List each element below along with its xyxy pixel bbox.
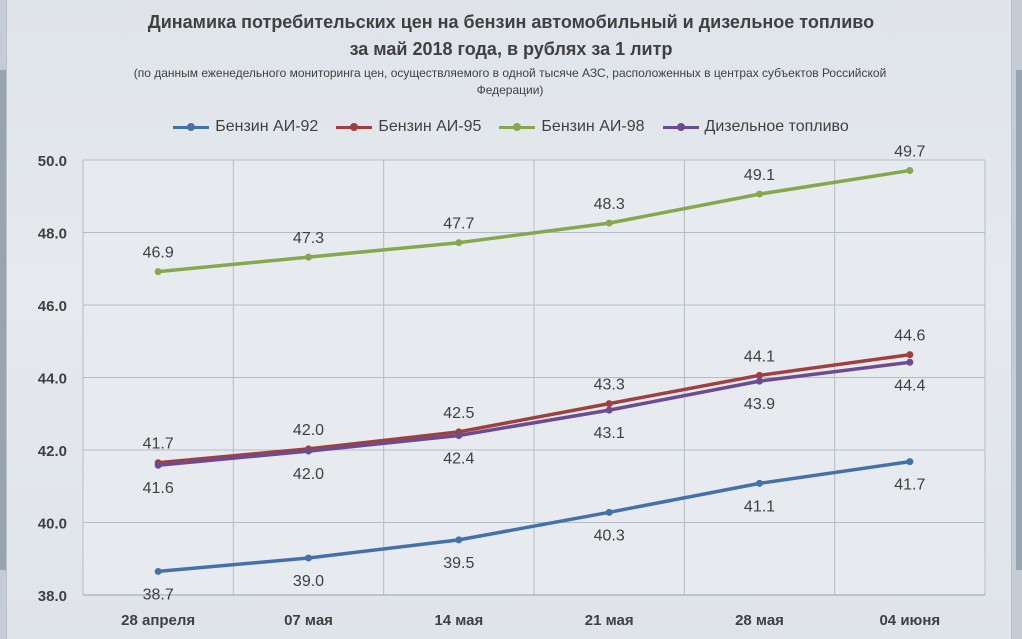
legend-item-diesel: Дизельное топливо bbox=[662, 116, 849, 138]
legend-item-ai92: Бензин АИ-92 bbox=[173, 116, 318, 138]
data-label: 43.1 bbox=[594, 425, 625, 442]
data-point bbox=[756, 371, 763, 379]
legend-item-ai98: Бензин АИ-98 bbox=[499, 116, 645, 138]
data-label: 47.3 bbox=[293, 230, 324, 247]
legend-label-ai95: Бензин АИ-95 bbox=[378, 118, 482, 135]
data-point bbox=[906, 458, 914, 466]
data-point bbox=[154, 268, 162, 276]
data-label: 44.6 bbox=[894, 328, 925, 345]
series-line-1 bbox=[156, 352, 912, 465]
data-label: 42.5 bbox=[443, 405, 474, 422]
chart-title-line1: Динамика потребительских цен на бензин а… bbox=[147, 12, 875, 32]
series-line-0 bbox=[156, 459, 912, 574]
data-point bbox=[455, 432, 463, 439]
data-point bbox=[906, 351, 914, 359]
data-label: 39.5 bbox=[443, 555, 474, 572]
x-tick-label: 14 мая bbox=[434, 612, 483, 629]
data-point bbox=[605, 508, 613, 516]
data-point bbox=[756, 479, 763, 487]
data-label: 41.7 bbox=[143, 436, 174, 453]
data-label: 42.0 bbox=[293, 422, 324, 439]
legend-label-ai92: Бензин АИ-92 bbox=[215, 118, 319, 135]
left-edge-shade bbox=[0, 70, 6, 570]
x-tick-label: 28 мая bbox=[735, 612, 784, 629]
data-point bbox=[906, 358, 914, 366]
data-point bbox=[605, 400, 613, 408]
y-tick-label: 38.0 bbox=[38, 588, 67, 605]
x-tick-label: 28 апреля bbox=[121, 612, 195, 629]
data-label: 48.3 bbox=[594, 196, 625, 213]
data-label: 44.1 bbox=[744, 348, 775, 365]
data-point bbox=[455, 536, 463, 544]
y-tick-label: 44.0 bbox=[38, 371, 67, 388]
data-label: 41.1 bbox=[744, 498, 775, 515]
data-label: 43.9 bbox=[744, 396, 775, 413]
legend-swatch-diesel bbox=[662, 123, 699, 131]
data-label: 43.3 bbox=[594, 377, 625, 394]
data-label: 46.9 bbox=[143, 245, 174, 262]
data-point bbox=[305, 253, 312, 261]
legend-swatch-ai92 bbox=[173, 123, 210, 131]
y-tick-label: 40.0 bbox=[38, 516, 67, 533]
legend-label-ai98: Бензин АИ-98 bbox=[541, 118, 645, 135]
series-line-2 bbox=[156, 168, 912, 274]
data-point bbox=[906, 167, 914, 175]
x-tick-label: 07 мая bbox=[284, 612, 333, 629]
chart-title-line2: за май 2018 года, в рублях за 1 литр bbox=[349, 39, 673, 59]
legend-label-diesel: Дизельное топливо bbox=[704, 118, 849, 135]
data-label: 49.1 bbox=[744, 167, 775, 184]
data-point bbox=[154, 461, 162, 469]
data-label: 42.4 bbox=[443, 451, 474, 468]
y-tick-label: 50.0 bbox=[38, 153, 67, 170]
data-label: 41.6 bbox=[143, 480, 174, 497]
x-tick-label: 04 июня bbox=[879, 612, 940, 629]
y-tick-label: 48.0 bbox=[38, 226, 67, 243]
data-label: 47.7 bbox=[443, 216, 474, 233]
data-label: 44.4 bbox=[894, 377, 925, 394]
legend-swatch-ai98 bbox=[499, 123, 536, 131]
x-tick-label: 21 мая bbox=[585, 612, 634, 629]
chart-subtitle: (по данным еженедельного мониторинга цен… bbox=[133, 66, 887, 97]
data-point bbox=[305, 554, 312, 562]
data-label: 41.7 bbox=[894, 477, 925, 494]
data-point bbox=[605, 219, 613, 227]
data-point bbox=[455, 239, 463, 247]
data-point bbox=[756, 377, 763, 385]
data-label: 49.7 bbox=[894, 144, 925, 161]
legend-item-ai95: Бензин АИ-95 bbox=[336, 116, 481, 138]
y-tick-label: 42.0 bbox=[38, 443, 67, 460]
legend: Бензин АИ-92 Бензин АИ-95 Бензин АИ-98 Д… bbox=[0, 116, 1022, 138]
data-label: 39.0 bbox=[293, 573, 324, 590]
data-label: 38.7 bbox=[143, 586, 174, 603]
data-point bbox=[756, 190, 763, 198]
right-edge-shade bbox=[1016, 70, 1022, 570]
y-tick-label: 46.0 bbox=[38, 298, 67, 315]
data-point bbox=[605, 406, 613, 414]
data-point bbox=[305, 447, 312, 455]
legend-swatch-ai95 bbox=[336, 123, 373, 131]
data-label: 42.0 bbox=[293, 466, 324, 483]
series-line-3 bbox=[156, 360, 912, 467]
data-point bbox=[154, 567, 162, 575]
data-label: 40.3 bbox=[594, 527, 625, 544]
